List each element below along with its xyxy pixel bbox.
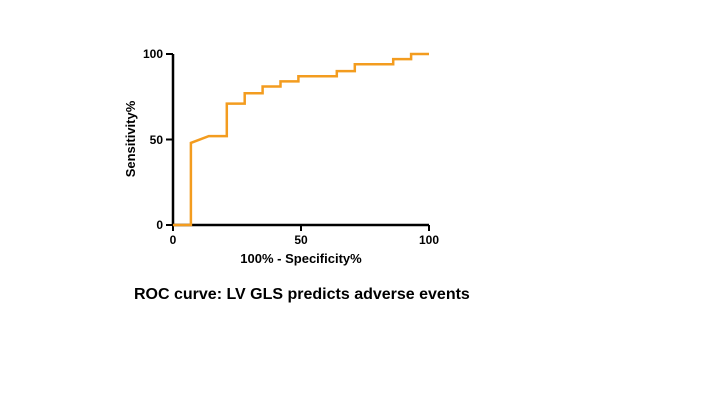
x-tick-label-0: 0 xyxy=(170,233,177,247)
x-tick-label-100: 100 xyxy=(419,233,439,247)
y-tick-label-50: 50 xyxy=(150,133,164,147)
y-tick-label-0: 0 xyxy=(156,218,163,232)
y-tick-label-100: 100 xyxy=(143,47,163,61)
roc-curve-line xyxy=(173,52,429,227)
roc-chart: 0 50 100 0 50 100 100% - Specificity% Se… xyxy=(123,47,439,266)
figure-caption: ROC curve: LV GLS predicts adverse event… xyxy=(134,286,470,303)
y-tick-group: 0 50 100 xyxy=(143,47,173,232)
x-tick-label-50: 50 xyxy=(294,233,308,247)
y-axis-label: Sensitivity% xyxy=(123,100,138,177)
x-tick-group: 0 50 100 xyxy=(170,225,439,247)
x-axis-label: 100% - Specificity% xyxy=(240,251,362,266)
